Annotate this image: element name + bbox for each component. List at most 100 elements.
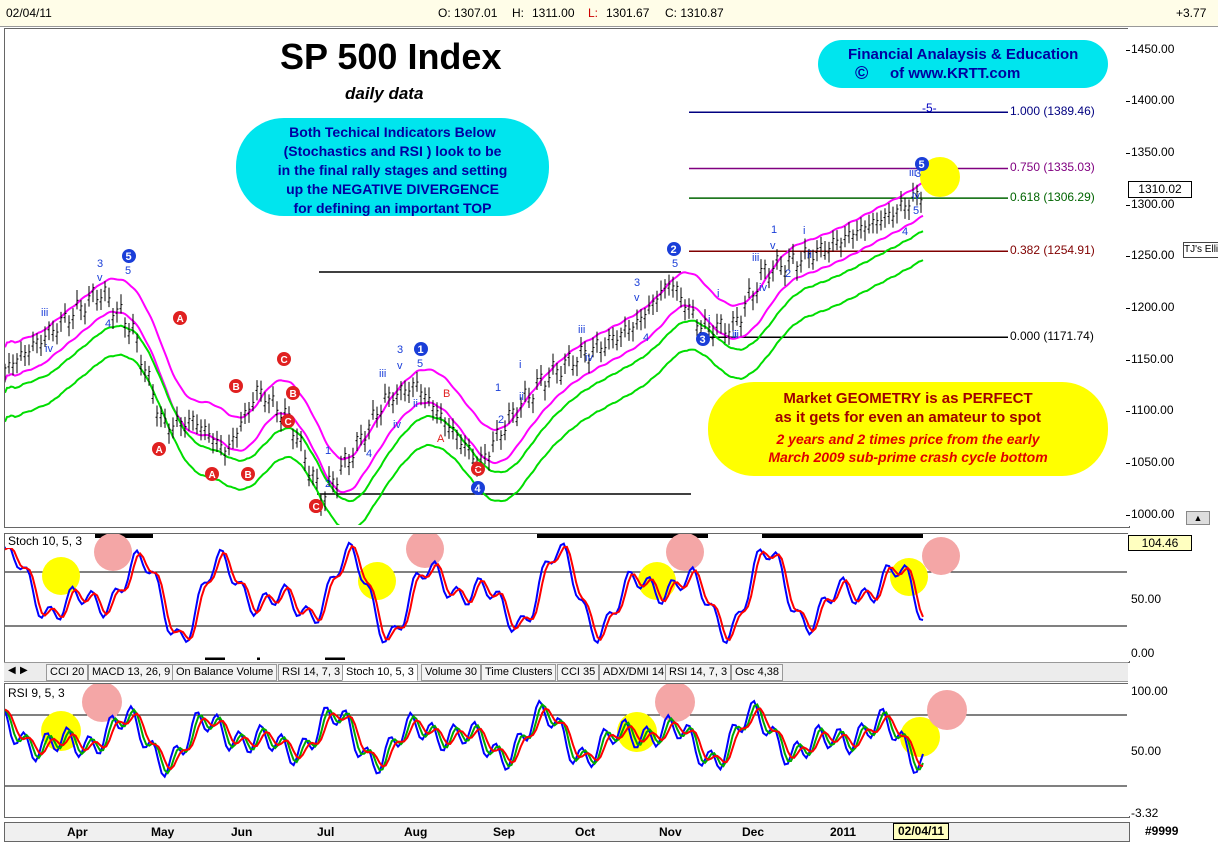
- indicator-tab[interactable]: CCI 20: [46, 664, 89, 681]
- krtt-badge[interactable]: [818, 40, 1108, 88]
- geometry-note: [708, 382, 1108, 476]
- rsi-slow-line: [5, 702, 924, 775]
- month-label: Dec: [742, 825, 765, 839]
- stoch-axis[interactable]: [1128, 533, 1218, 661]
- indicator-tab[interactable]: Stoch 10, 5, 3: [342, 664, 418, 681]
- header-open: O: 1307.01: [438, 6, 498, 20]
- header-close: C: 1310.87: [665, 6, 724, 20]
- wave-circle-blue: [667, 242, 681, 256]
- wave-label: iii: [578, 324, 585, 336]
- rsi-axis[interactable]: [1128, 683, 1218, 816]
- price-tick-label: 1050.00: [1131, 455, 1175, 469]
- header-high-label: H:: [512, 6, 524, 20]
- wave-label: 3: [397, 344, 403, 356]
- wave-circle-red: [205, 467, 219, 481]
- wave-label: v: [397, 360, 403, 372]
- indicator-tab[interactable]: RSI 14, 7, 3: [278, 664, 345, 681]
- wave-circle-label: 2: [671, 244, 677, 256]
- wave-circle-red: [173, 311, 187, 325]
- indicator-tab[interactable]: MACD 13, 26, 9: [88, 664, 175, 681]
- wave-label: v: [770, 240, 776, 252]
- price-tick-mark: [1126, 463, 1130, 464]
- indicator-tab[interactable]: CCI 35: [557, 664, 600, 681]
- wave-label: 3: [915, 168, 921, 180]
- wave-label: ii: [732, 329, 737, 341]
- wave-circle-label: A: [209, 470, 216, 481]
- krtt-line2: of www.KRTT.com: [890, 65, 1021, 82]
- wave-label: 5: [125, 265, 131, 277]
- price-chart[interactable]: 512345ABABCABCACCiiiiv3v5412iii3viv5ii4A…: [5, 29, 1127, 525]
- wave-circle-red: [277, 352, 291, 366]
- wave-label: 3: [634, 277, 640, 289]
- wave-label: 4: [643, 332, 649, 344]
- side-tag[interactable]: TJ's Elli: [1183, 242, 1218, 258]
- wave-label: i: [519, 359, 521, 371]
- wave-circle-blue: [915, 157, 929, 171]
- copyright-icon: ©: [855, 63, 869, 83]
- indicator-note-line: for defining an important TOP: [293, 200, 492, 216]
- indicator-note-line: in the final rally stages and setting: [277, 162, 508, 178]
- wave-circle-red: [229, 379, 243, 393]
- price-tick-mark: [1126, 359, 1130, 361]
- wave-circle-red: [471, 462, 485, 476]
- indicator-tabs[interactable]: ◀ ▶ CCI 20 MACD 13, 26, 9 On Balance Volum…: [4, 662, 1128, 682]
- indicator-note: [236, 118, 549, 216]
- rsi-tick-100: 100.00: [1131, 684, 1168, 698]
- wave-circle-blue: [122, 249, 136, 263]
- indicator-tab[interactable]: Osc 4,38: [731, 664, 784, 681]
- wave-circle-label: 3: [700, 334, 706, 346]
- wave-label: iv: [45, 343, 53, 355]
- stoch-pink-marker: [94, 534, 132, 571]
- wave-circle-red: [241, 467, 255, 481]
- wave-label: iv: [393, 419, 401, 431]
- mid-envelope-line: [5, 214, 924, 494]
- time-axis[interactable]: Apr May Jun Jul Aug Sep Oct Nov Dec 2011: [4, 822, 1130, 842]
- rsi-chart[interactable]: [5, 684, 1127, 815]
- wave-label: 4: [366, 448, 372, 460]
- indicator-tab[interactable]: RSI 14, 7, 3: [665, 664, 732, 681]
- scale-toggle-icon[interactable]: ▲: [1186, 511, 1210, 525]
- stoch-tick-50: 50.00: [1131, 592, 1162, 606]
- price-axis[interactable]: [1128, 28, 1218, 526]
- tabs-scroll-left[interactable]: ◀: [8, 665, 16, 676]
- month-label: Apr: [67, 825, 88, 839]
- wave-label: iii: [41, 307, 48, 319]
- wave-label: 5: [913, 205, 919, 217]
- rsi-pink-marker: [82, 684, 122, 722]
- wave-circle-red: [152, 442, 166, 456]
- tabs-scroll-right[interactable]: ▶: [20, 665, 28, 676]
- stoch-chart[interactable]: [5, 534, 1127, 660]
- last-price-box: 1310.02: [1128, 181, 1192, 198]
- fib-target-mark: -5-: [922, 101, 937, 115]
- indicator-note-text: Both Techical Indicators Below (Stochasti…: [236, 123, 549, 218]
- price-tick-label: 1150.00: [1131, 351, 1174, 366]
- month-label: Sep: [493, 825, 516, 839]
- fib-label: 0.618 (1306.29): [1010, 190, 1095, 205]
- geometry-line2: as it gets for even an amateur to spot: [775, 409, 1041, 426]
- wave-label: 3: [97, 258, 103, 270]
- rsi-pink-marker: [655, 684, 695, 722]
- krtt-line1: Financial Analaysis & Education: [848, 46, 1079, 63]
- wave-circle-label: B: [233, 382, 240, 393]
- stoch-d-line: [5, 544, 924, 642]
- wave-label: ii: [807, 249, 812, 261]
- wave-circle-label: C: [285, 417, 292, 428]
- wave-circle-label: 1: [418, 344, 424, 356]
- indicator-tab[interactable]: On Balance Volume: [172, 664, 278, 681]
- wave-label: B: [443, 388, 450, 400]
- geometry-line1: Market GEOMETRY is as PERFECT: [783, 390, 1033, 407]
- price-tick-mark: [1126, 101, 1130, 103]
- indicator-tab[interactable]: Volume 30: [421, 664, 481, 681]
- wave-label: iii: [909, 167, 916, 179]
- wave-label: ii: [519, 391, 524, 403]
- indicator-tab[interactable]: Time Clusters: [481, 664, 557, 681]
- top-highlight-marker: [920, 157, 960, 197]
- geometry-line4: March 2009 sub-prime crash cycle bottom: [768, 449, 1048, 465]
- price-tick-label: 1000.00: [1131, 506, 1175, 521]
- fib-label: 0.382 (1254.91): [1010, 243, 1095, 258]
- indicator-tab[interactable]: ADX/DMI 14: [599, 664, 669, 681]
- wave-label: v: [634, 292, 640, 304]
- wave-circle-blue: [414, 342, 428, 356]
- price-tick-mark: [1126, 256, 1130, 258]
- price-tick-label: 1450.00: [1131, 41, 1175, 56]
